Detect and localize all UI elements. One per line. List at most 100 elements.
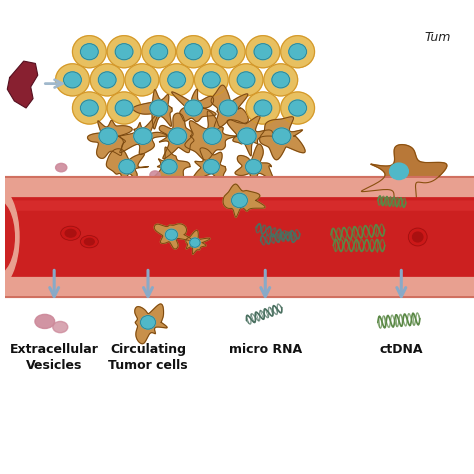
Ellipse shape <box>231 193 247 208</box>
Ellipse shape <box>264 64 298 96</box>
Ellipse shape <box>202 72 220 88</box>
Ellipse shape <box>177 36 210 68</box>
Ellipse shape <box>412 232 423 242</box>
Polygon shape <box>135 304 167 344</box>
Ellipse shape <box>254 44 272 60</box>
Text: Extracellular
Vesicles: Extracellular Vesicles <box>10 343 99 372</box>
Ellipse shape <box>81 100 98 116</box>
Polygon shape <box>120 114 168 155</box>
Ellipse shape <box>38 178 52 188</box>
Ellipse shape <box>61 226 81 240</box>
Ellipse shape <box>289 100 307 116</box>
Text: ctDNA: ctDNA <box>380 343 423 356</box>
Polygon shape <box>192 148 226 181</box>
Ellipse shape <box>134 128 152 145</box>
FancyBboxPatch shape <box>0 201 474 211</box>
Ellipse shape <box>417 205 428 213</box>
Ellipse shape <box>238 128 256 145</box>
Ellipse shape <box>115 44 133 60</box>
Ellipse shape <box>203 128 221 145</box>
Ellipse shape <box>115 100 133 116</box>
Ellipse shape <box>437 187 446 193</box>
Polygon shape <box>154 224 192 249</box>
Ellipse shape <box>150 100 168 116</box>
Ellipse shape <box>73 36 106 68</box>
Ellipse shape <box>150 44 168 60</box>
Ellipse shape <box>91 64 124 96</box>
Ellipse shape <box>203 159 219 174</box>
Ellipse shape <box>121 183 133 192</box>
Polygon shape <box>7 61 38 108</box>
Ellipse shape <box>73 92 106 124</box>
Polygon shape <box>88 120 132 158</box>
Ellipse shape <box>125 64 159 96</box>
Ellipse shape <box>194 64 228 96</box>
Ellipse shape <box>0 185 19 289</box>
FancyBboxPatch shape <box>0 197 474 277</box>
Text: Circulating
Tumor cells: Circulating Tumor cells <box>108 343 188 372</box>
Ellipse shape <box>81 236 98 248</box>
Ellipse shape <box>53 321 68 333</box>
Ellipse shape <box>168 72 185 88</box>
Polygon shape <box>186 230 210 254</box>
Ellipse shape <box>219 100 237 116</box>
Ellipse shape <box>246 36 280 68</box>
Ellipse shape <box>272 72 290 88</box>
Ellipse shape <box>289 182 302 193</box>
Ellipse shape <box>246 159 262 174</box>
Polygon shape <box>133 90 172 129</box>
Polygon shape <box>260 117 305 160</box>
Ellipse shape <box>107 36 141 68</box>
Polygon shape <box>227 116 273 156</box>
FancyBboxPatch shape <box>0 177 474 297</box>
Polygon shape <box>172 89 216 122</box>
Ellipse shape <box>254 100 272 116</box>
Ellipse shape <box>119 159 135 174</box>
Ellipse shape <box>140 316 155 329</box>
Ellipse shape <box>81 44 98 60</box>
Ellipse shape <box>99 128 117 145</box>
Ellipse shape <box>55 64 90 96</box>
Ellipse shape <box>281 92 315 124</box>
Ellipse shape <box>408 228 427 246</box>
Ellipse shape <box>107 92 141 124</box>
Ellipse shape <box>190 238 200 247</box>
Ellipse shape <box>160 64 193 96</box>
Ellipse shape <box>46 261 57 269</box>
Ellipse shape <box>161 159 177 174</box>
Ellipse shape <box>150 171 160 179</box>
Polygon shape <box>361 145 447 211</box>
Polygon shape <box>211 85 248 130</box>
Ellipse shape <box>211 36 245 68</box>
Ellipse shape <box>185 100 202 116</box>
Ellipse shape <box>289 44 307 60</box>
Ellipse shape <box>98 72 116 88</box>
Ellipse shape <box>55 164 67 172</box>
Ellipse shape <box>65 229 76 237</box>
Polygon shape <box>185 111 239 160</box>
Ellipse shape <box>142 36 176 68</box>
Polygon shape <box>106 149 148 186</box>
Ellipse shape <box>35 197 46 204</box>
Polygon shape <box>159 113 194 159</box>
Polygon shape <box>235 144 273 189</box>
Ellipse shape <box>237 72 255 88</box>
Polygon shape <box>154 147 190 181</box>
Text: Tum: Tum <box>425 31 451 44</box>
Polygon shape <box>223 184 265 217</box>
Ellipse shape <box>273 128 291 145</box>
Ellipse shape <box>34 272 46 282</box>
Ellipse shape <box>246 92 280 124</box>
Ellipse shape <box>64 72 82 88</box>
Ellipse shape <box>165 229 178 240</box>
Text: micro RNA: micro RNA <box>228 343 302 356</box>
Ellipse shape <box>133 72 151 88</box>
Ellipse shape <box>168 128 187 145</box>
Ellipse shape <box>281 36 315 68</box>
Ellipse shape <box>390 163 408 180</box>
Ellipse shape <box>229 64 263 96</box>
Ellipse shape <box>35 314 55 328</box>
Ellipse shape <box>84 238 94 245</box>
Ellipse shape <box>219 44 237 60</box>
Ellipse shape <box>0 200 14 274</box>
